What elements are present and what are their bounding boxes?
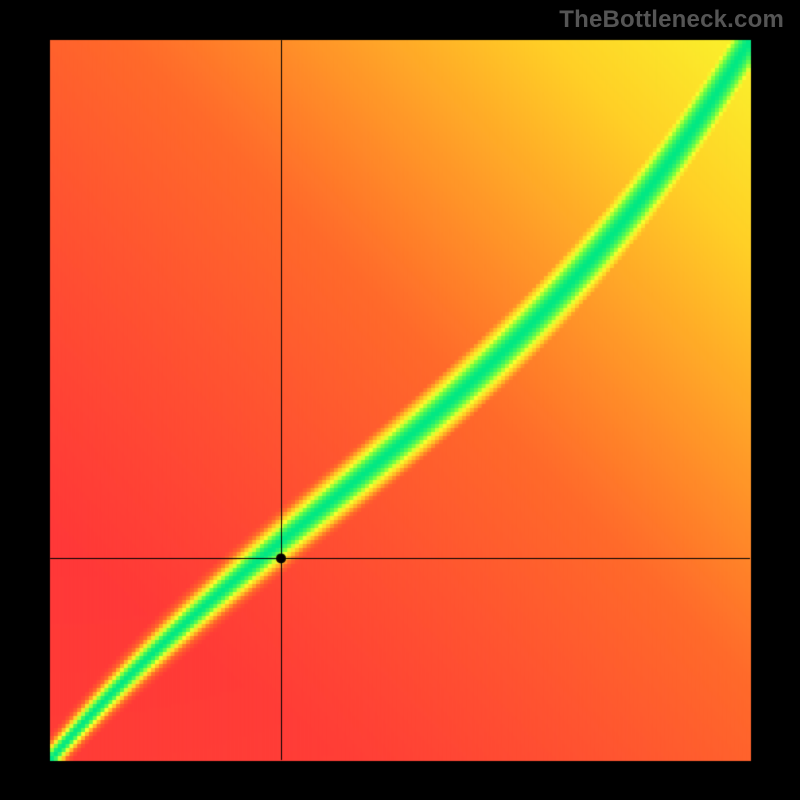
watermark-text: TheBottleneck.com [559, 6, 784, 34]
chart-container: TheBottleneck.com [0, 0, 800, 800]
overlay-canvas [0, 0, 800, 800]
